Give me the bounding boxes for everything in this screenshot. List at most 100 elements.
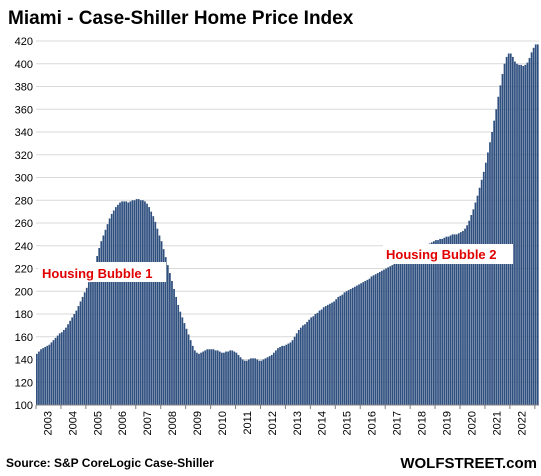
bar <box>487 152 489 405</box>
y-tick-label: 340 <box>15 127 33 139</box>
x-tick-label: 2004 <box>67 411 79 435</box>
bar <box>77 306 80 405</box>
bar <box>524 64 527 405</box>
bar <box>395 261 398 405</box>
bar <box>56 335 59 405</box>
bar <box>422 245 425 405</box>
bar <box>447 236 450 405</box>
bar <box>92 269 94 405</box>
bar <box>285 344 288 405</box>
bar <box>169 273 171 405</box>
bar <box>189 340 192 405</box>
x-tick-label: 2017 <box>392 411 404 435</box>
bar <box>283 345 286 405</box>
bar <box>507 53 510 405</box>
x-tick-label: 2005 <box>92 411 104 435</box>
bar <box>183 323 186 405</box>
bar <box>532 47 535 405</box>
bar <box>412 251 414 405</box>
bar <box>310 317 313 405</box>
bar <box>349 288 352 405</box>
bar <box>104 229 107 405</box>
bar <box>73 314 76 405</box>
annotation-bubble-1: Housing Bubble 1 <box>42 266 153 281</box>
bar <box>121 201 123 405</box>
bar <box>324 306 327 405</box>
bar <box>509 53 512 405</box>
x-tick-label: 2013 <box>292 411 304 435</box>
bar <box>148 207 150 405</box>
bar <box>316 312 319 405</box>
axes <box>35 404 539 409</box>
x-tick-label: 2014 <box>317 411 329 435</box>
bar <box>40 349 42 405</box>
bar <box>401 258 404 405</box>
bar <box>98 248 101 405</box>
bar <box>196 352 198 405</box>
bar <box>299 327 302 405</box>
bar <box>320 309 323 405</box>
x-tick-label: 2020 <box>466 411 478 435</box>
bar <box>326 304 329 405</box>
source-note: Source: S&P CoreLogic Case-Shiller <box>6 456 214 470</box>
y-tick-label: 100 <box>15 400 33 412</box>
bar <box>223 352 225 405</box>
bar <box>472 209 475 405</box>
bar <box>108 218 111 405</box>
bar <box>54 337 57 405</box>
x-tick-label: 2021 <box>491 411 503 435</box>
bar <box>214 350 217 405</box>
bar <box>408 254 410 405</box>
bar <box>129 201 132 405</box>
y-tick-label: 140 <box>15 355 33 367</box>
bar <box>46 345 49 405</box>
bar <box>177 304 180 405</box>
bar <box>100 241 103 405</box>
bar <box>218 351 221 405</box>
bar <box>466 225 468 405</box>
bar <box>451 234 454 406</box>
bar <box>403 257 406 406</box>
bar <box>516 63 518 405</box>
bar <box>277 348 279 406</box>
bar <box>162 249 165 405</box>
bar <box>312 316 315 405</box>
bar <box>268 356 271 405</box>
bar <box>356 285 358 405</box>
bar <box>297 329 300 405</box>
x-tick-label: 2007 <box>142 411 154 435</box>
bar <box>439 238 441 405</box>
bar <box>144 201 146 405</box>
bar <box>383 269 385 405</box>
bar <box>374 274 377 405</box>
bar <box>85 287 88 405</box>
bar <box>227 351 229 405</box>
bar <box>69 320 71 405</box>
bar <box>256 359 259 405</box>
y-tick-label: 420 <box>15 36 33 48</box>
bar <box>125 201 128 405</box>
bar <box>185 328 188 405</box>
bar <box>343 292 346 405</box>
bar <box>275 350 277 405</box>
bar <box>239 357 242 405</box>
bar <box>198 353 200 405</box>
brand-watermark: WOLFSTREET.com <box>400 455 537 472</box>
bar <box>376 273 379 405</box>
annotation-bubble-1-bg <box>38 262 166 282</box>
bar <box>460 232 462 405</box>
bar <box>484 162 487 405</box>
chart-title: Miami - Case-Shiller Home Price Index <box>8 8 354 29</box>
bar <box>191 345 194 405</box>
bar <box>87 282 90 405</box>
bar <box>200 352 202 405</box>
x-tick-labels: 2003 2004 2005 2006 2007 2008 2009 2010 2011 2012… <box>42 411 528 435</box>
bar <box>514 61 516 405</box>
bar <box>233 351 236 405</box>
x-tick-label: 2008 <box>167 411 179 435</box>
bar <box>381 270 383 405</box>
bar <box>416 249 419 405</box>
bar <box>110 213 113 405</box>
bar <box>389 266 392 405</box>
